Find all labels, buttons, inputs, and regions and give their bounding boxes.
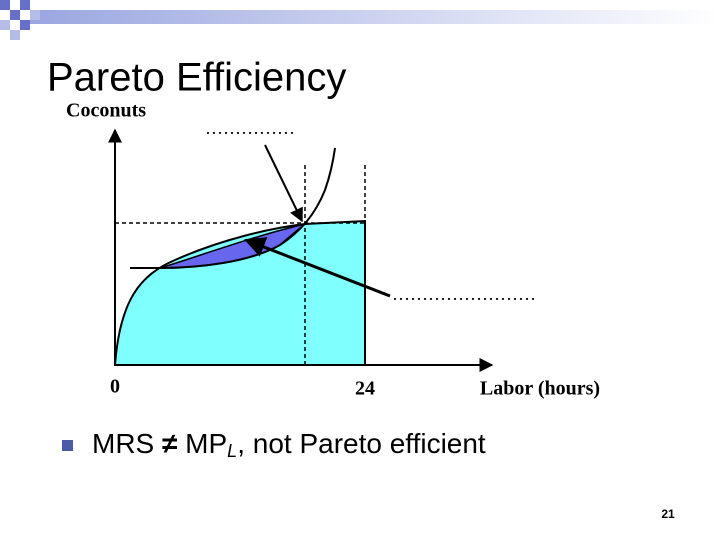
bullet-marker bbox=[62, 440, 73, 451]
blank: …………………… bbox=[392, 284, 536, 304]
logo-squares bbox=[0, 0, 40, 40]
bullet-text: MRS ≠ MPL, not Pareto efficient bbox=[92, 428, 486, 460]
header-bar bbox=[30, 10, 720, 24]
indifference-curve bbox=[130, 147, 336, 269]
x-mark-label: 24 bbox=[355, 378, 375, 400]
guide-lines bbox=[115, 165, 366, 365]
blank: …………… bbox=[205, 118, 295, 138]
text: MRS bbox=[92, 428, 154, 459]
symbol: ≠ bbox=[162, 428, 177, 459]
pointer-arrow bbox=[264, 144, 303, 223]
pointer-arrow bbox=[244, 237, 391, 298]
production-region bbox=[113, 219, 366, 366]
origin-label: 0 bbox=[110, 376, 120, 398]
slide-title: Pareto Efficiency bbox=[47, 56, 346, 100]
subscript: L bbox=[227, 441, 237, 461]
x-axis-label: Labor (hours) bbox=[480, 378, 600, 400]
page-number: 21 bbox=[661, 507, 675, 521]
y-axis-label: Coconuts bbox=[66, 100, 146, 122]
text: MP bbox=[185, 428, 227, 459]
text: , not Pareto efficient bbox=[237, 428, 486, 459]
